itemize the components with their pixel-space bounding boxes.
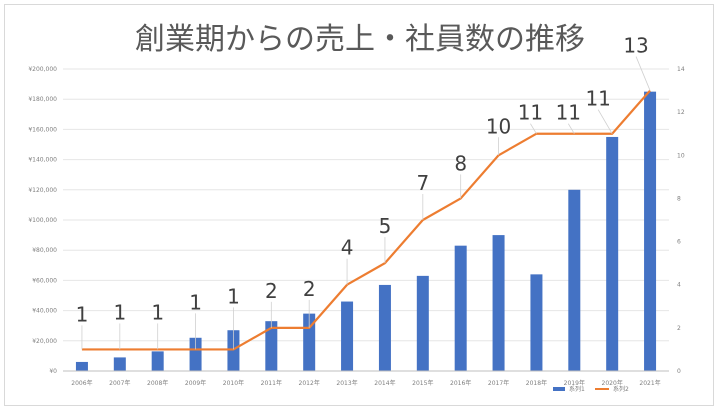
data-label: 13: [623, 34, 648, 58]
x-tick-label: 2021年: [639, 379, 660, 387]
data-label: 1: [227, 284, 240, 308]
legend-label: 系列2: [613, 385, 629, 393]
y-right-tick-label: 10: [677, 152, 685, 159]
y-left-tick-label: ¥20,000: [32, 338, 57, 345]
bar: [568, 189, 581, 371]
x-tick-label: 2007年: [109, 379, 130, 387]
data-label-leader: [597, 109, 613, 134]
data-label: 8: [454, 151, 467, 175]
bar: [151, 351, 164, 371]
data-label: 2: [265, 279, 278, 303]
bar: [530, 274, 543, 371]
y-left-tick-label: ¥60,000: [32, 277, 57, 284]
data-label: 7: [416, 171, 429, 195]
y-left-tick-label: ¥40,000: [32, 308, 57, 315]
line-series-path: [81, 89, 651, 351]
chart-svg: 創業期からの売上・社員数の推移 ¥0¥20,000¥40,000¥60,000¥…: [28, 22, 684, 393]
y-right-tick-label: 12: [677, 109, 685, 116]
y-right-tick-label: 8: [677, 195, 681, 202]
legend-label: 系列1: [569, 385, 585, 393]
y-left-tick-label: ¥0: [49, 368, 57, 375]
data-label: 1: [189, 290, 202, 314]
x-tick-label: 2013年: [336, 379, 357, 387]
y-left-tick-label: ¥80,000: [32, 247, 57, 254]
data-label-leader: [635, 56, 651, 91]
data-label: 1: [151, 300, 164, 324]
legend-swatch-bar: [553, 387, 565, 391]
bar: [454, 245, 467, 371]
x-tick-label: 2018年: [526, 379, 547, 387]
y-left-tick-label: ¥120,000: [28, 187, 57, 194]
data-label: 4: [341, 236, 354, 260]
data-label: 1: [113, 300, 126, 324]
x-tick-label: 2006年: [71, 379, 92, 387]
x-tick-label: 2016年: [450, 379, 471, 387]
bar: [75, 361, 88, 371]
bar: [113, 357, 126, 371]
legend: 系列1 系列2: [553, 385, 629, 393]
data-label: 2: [303, 277, 316, 301]
bar: [189, 337, 202, 371]
x-tick-label: 2010年: [223, 379, 244, 387]
data-label-leader: [530, 123, 537, 134]
x-tick-label: 2015年: [412, 379, 433, 387]
x-tick-label: 2008年: [147, 379, 168, 387]
x-tick-label: 2017年: [488, 379, 509, 387]
y-left-tick-label: ¥160,000: [28, 126, 57, 133]
bar: [378, 284, 391, 371]
data-label: 11: [585, 87, 610, 111]
y-right-tick-label: 4: [677, 282, 681, 289]
y-left-tick-label: ¥200,000: [28, 66, 57, 73]
x-tick-label: 2011年: [261, 379, 282, 387]
bar: [644, 91, 657, 372]
bar: [265, 321, 278, 371]
y-right-tick-label: 0: [677, 368, 681, 375]
data-label: 1: [76, 302, 89, 326]
axes: ¥0 ¥20,000 ¥40,000 ¥60,000 ¥80,000 ¥100,000 ¥1…: [28, 66, 684, 387]
bar: [416, 275, 429, 371]
x-tick-label: 2012年: [299, 379, 320, 387]
chart-title: 創業期からの売上・社員数の推移: [135, 22, 585, 57]
x-tick-label: 2019年: [564, 379, 585, 387]
bar-series: [75, 91, 657, 372]
y-right-tick-label: 14: [677, 66, 685, 73]
y-right-tick-label: 6: [677, 239, 681, 246]
y-left-tick-label: ¥180,000: [28, 96, 57, 103]
bar: [227, 330, 240, 371]
data-label: 11: [518, 101, 543, 125]
x-tick-label: 2014年: [374, 379, 395, 387]
data-label-leader: [567, 123, 575, 134]
bar: [341, 301, 354, 371]
x-tick-label: 2020年: [602, 379, 623, 387]
y-right-tick-label: 2: [677, 325, 681, 332]
bar: [606, 136, 619, 371]
y-left-tick-label: ¥100,000: [28, 217, 57, 224]
data-label: 5: [379, 214, 392, 238]
x-tick-label: 2009年: [185, 379, 206, 387]
line-series: [81, 89, 651, 351]
gridlines: [63, 68, 669, 372]
data-label: 11: [556, 101, 581, 125]
y-left-tick-label: ¥140,000: [28, 157, 57, 164]
data-label: 10: [486, 114, 511, 138]
chart-frame: 創業期からの売上・社員数の推移 ¥0 ¥20,000 ¥40,000 ¥60,000 ¥…: [4, 4, 714, 406]
bar: [492, 235, 505, 371]
